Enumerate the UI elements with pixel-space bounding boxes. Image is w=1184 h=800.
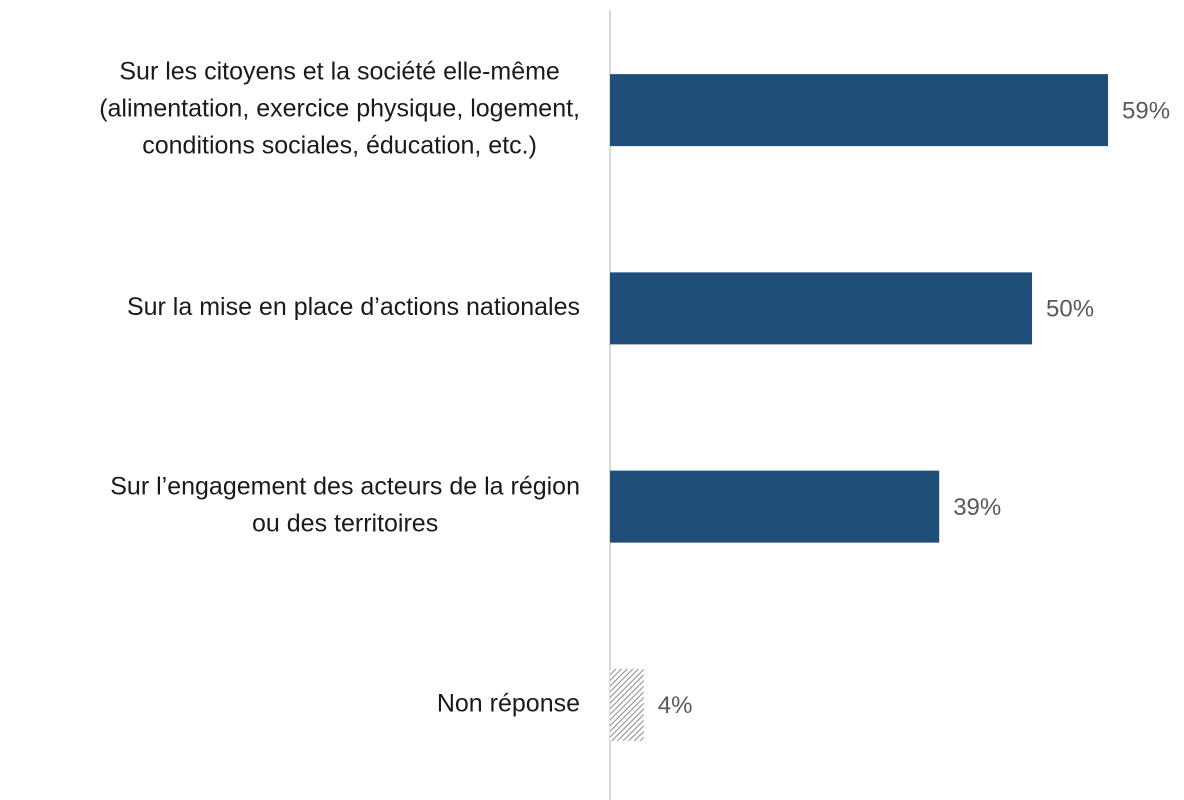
bar (610, 668, 644, 741)
category-label: ou des territoires (252, 510, 438, 538)
bar (610, 272, 1033, 345)
value-label: 39% (953, 494, 1001, 521)
category-label: Sur l’engagement des acteurs de la régio… (110, 473, 580, 501)
category-label: Non réponse (437, 689, 580, 717)
bar (610, 470, 940, 543)
category-label: conditions sociales, éducation, etc.) (142, 132, 537, 160)
category-label: Sur les citoyens et la société elle-même (119, 58, 559, 86)
category-label: Sur la mise en place d’actions nationale… (127, 293, 580, 321)
bar (610, 74, 1109, 147)
value-label: 50% (1046, 296, 1094, 323)
category-label: (alimentation, exercice physique, logeme… (99, 95, 580, 123)
value-label: 59% (1122, 97, 1170, 124)
value-label: 4% (658, 692, 693, 719)
